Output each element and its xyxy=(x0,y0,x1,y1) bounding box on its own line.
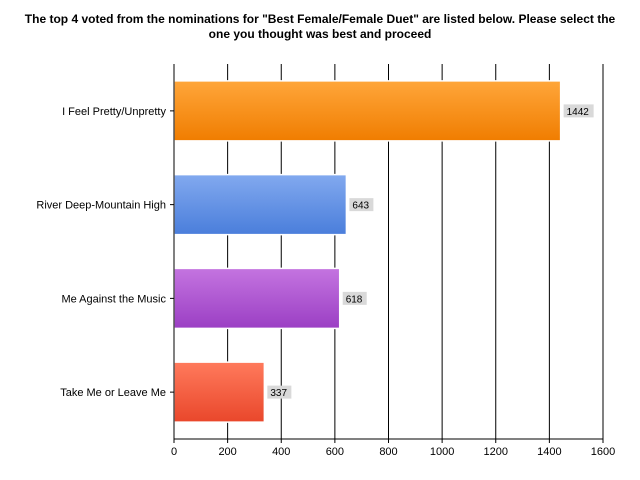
x-tick-label-1400: 1400 xyxy=(537,446,561,458)
x-tick-label-400: 400 xyxy=(272,446,290,458)
data-label-2: 618 xyxy=(346,294,363,305)
x-tick-label-1000: 1000 xyxy=(430,446,454,458)
x-tick-label-800: 800 xyxy=(379,446,397,458)
category-label-1: River Deep-Mountain High xyxy=(36,200,166,212)
category-label-3: Take Me or Leave Me xyxy=(60,387,166,399)
bar-2 xyxy=(173,267,341,330)
axes xyxy=(170,64,604,443)
chart-title: The top 4 voted from the nominations for… xyxy=(24,12,616,41)
data-label-box-1 xyxy=(349,198,374,212)
x-tick-label-200: 200 xyxy=(218,446,236,458)
bars xyxy=(173,80,562,423)
bar-3 xyxy=(173,361,266,423)
labels: 0 200 400 600 800 1000 1200 1400 1600 I Feel Pret… xyxy=(36,104,615,458)
x-tick-label-1600: 1600 xyxy=(591,446,615,458)
data-label-box-2 xyxy=(342,291,367,305)
category-label-0: I Feel Pretty/Unpretty xyxy=(62,106,166,118)
x-tick-label-1200: 1200 xyxy=(484,446,508,458)
data-label-0: 1442 xyxy=(567,107,590,118)
data-label-3: 337 xyxy=(270,388,287,399)
data-label-box-3 xyxy=(267,385,292,399)
x-tick-label-0: 0 xyxy=(171,446,177,458)
bar-1 xyxy=(173,173,348,236)
category-label-2: Me Against the Music xyxy=(61,293,166,305)
data-label-1: 643 xyxy=(352,201,369,212)
bar-0 xyxy=(173,80,562,142)
x-tick-label-600: 600 xyxy=(326,446,344,458)
data-label-box-0 xyxy=(563,104,594,118)
